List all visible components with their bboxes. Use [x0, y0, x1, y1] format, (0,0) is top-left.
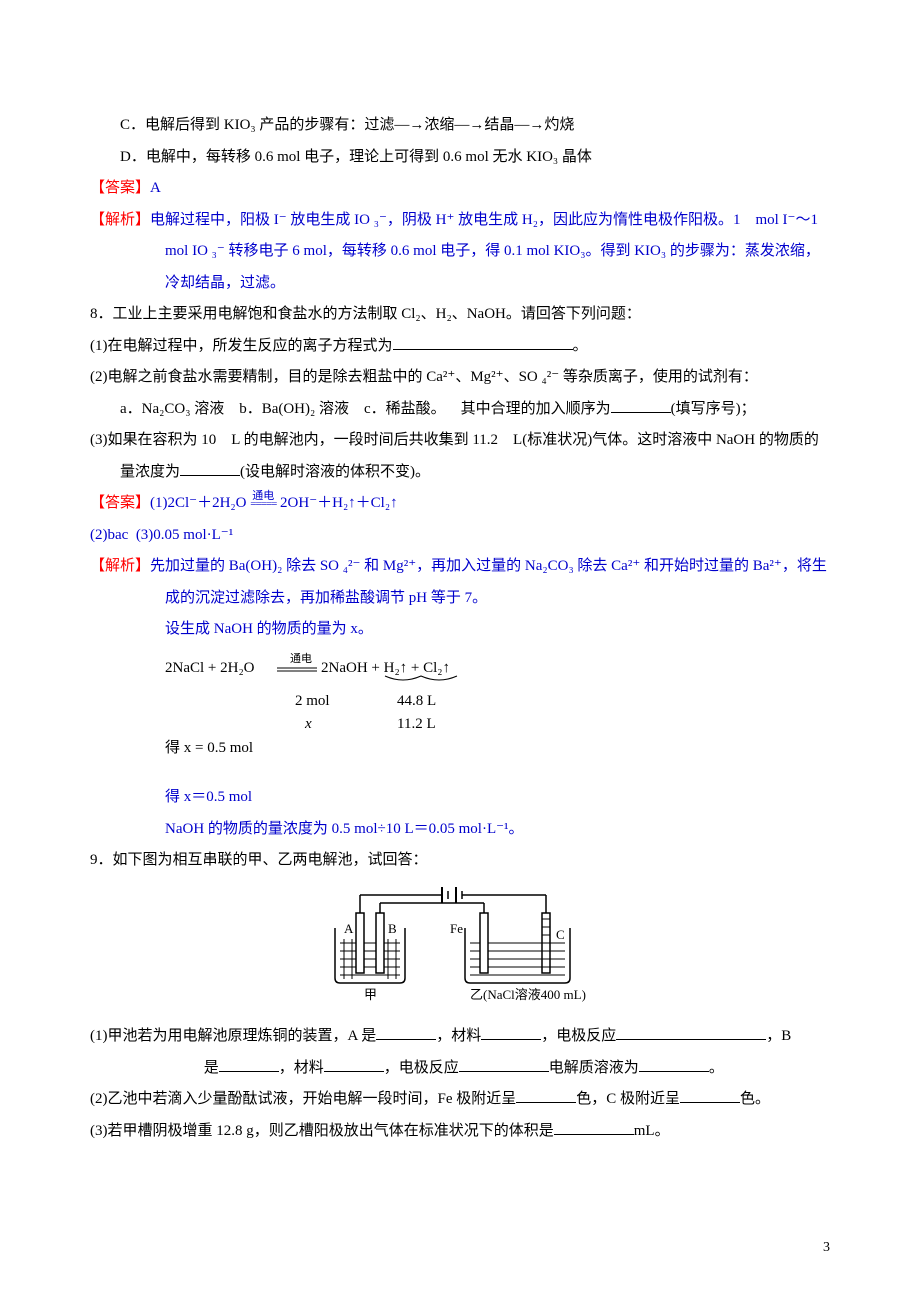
q8-part1: (1)在电解过程中，所发生反应的离子方程式为 。 [90, 331, 830, 363]
solution-7-text: 电解过程中，阳极 I⁻ 放电生成 IO ₃⁻，阴极 H⁺ 放电生成 H₂，因此应… [150, 212, 820, 291]
q9-diagram: A B Fe C 甲 乙(NaCl溶液400 mL) [90, 883, 830, 1016]
q8-part3: (3)如果在容积为 10 L 的电解池内，一段时间后共收集到 11.2 L(标准… [90, 425, 830, 488]
q9-2c: 色。 [740, 1091, 770, 1107]
q9-1a: (1)甲池若为用电解池原理炼铜的装置，A 是 [90, 1028, 376, 1044]
answer-7: 【答案】A [90, 173, 830, 205]
eq-over: 通电 [290, 652, 312, 665]
q9-1c: ，电极反应 [541, 1028, 616, 1044]
blank [459, 1056, 549, 1072]
q9-part1: (1)甲池若为用电解池原理炼铜的装置，A 是 ，材料 ，电极反应 ，B 是 ，材料 ，电极… [90, 1021, 830, 1084]
blank [639, 1056, 709, 1072]
q8-2a: (2)电解之前食盐水需要精制，目的是除去粗盐中的 Ca²⁺、Mg²⁺、SO ₄²… [90, 369, 758, 385]
blank [376, 1024, 436, 1040]
eq-lhs: 2NaCl + 2H₂O [165, 660, 255, 676]
arrow-eq-icon: ===== [250, 502, 276, 508]
q9-1d: ，B [766, 1028, 791, 1044]
option-d: D．电解中，每转移 0.6 mol 电子，理论上可得到 0.6 mol 无水 K… [90, 142, 830, 174]
blank [324, 1056, 384, 1072]
q9-1b: ，材料 [436, 1028, 481, 1044]
q9-3a: (3)若甲槽阴极增重 12.8 g，则乙槽阳极放出气体在标准状况下的体积是 [90, 1123, 554, 1139]
page-root: C．电解后得到 KIO₃ 产品的步骤有：过滤—→浓缩—→结晶—→灼烧 D．电解中… [0, 0, 920, 1302]
solution-7: 【解析】电解过程中，阳极 I⁻ 放电生成 IO ₃⁻，阴极 H⁺ 放电生成 H₂… [90, 205, 830, 300]
q9-1e: 是 [204, 1060, 219, 1076]
q8-1b: 。 [573, 338, 588, 354]
blank [219, 1056, 279, 1072]
answer-label: 【答案】 [90, 180, 150, 196]
answer-8-line1: 【答案】(1)2Cl⁻＋2H₂O 通电 ===== 2OH⁻＋H₂↑＋Cl₂↑ [90, 488, 830, 520]
equation-block: 2NaCl + 2H₂O 通电 2NaOH + H₂↑ + Cl₂↑ 2 mol… [90, 650, 830, 773]
blank [611, 397, 671, 413]
q9-2a: (2)乙池中若滴入少量酚酞试液，开始电解一段时间，Fe 极附近呈 [90, 1091, 516, 1107]
lbl-C: C [556, 927, 565, 942]
q9-2b: 色，C 极附近呈 [576, 1091, 680, 1107]
option-c: C．电解后得到 KIO₃ 产品的步骤有：过滤—→浓缩—→结晶—→灼烧 [90, 110, 830, 142]
solution-label: 【解析】 [90, 558, 150, 574]
eq-r2b: 44.8 L [397, 693, 436, 709]
eq-r3b: 11.2 L [397, 716, 436, 732]
q9-1h: 电解质溶液为 [549, 1060, 639, 1076]
lbl-jia: 甲 [364, 987, 377, 1002]
eq-rhs: 2NaOH + H₂↑ + Cl₂↑ [321, 660, 450, 676]
q9-3b: mL。 [634, 1123, 670, 1139]
sol8b-text: 设生成 NaOH 的物质的量为 x。 [90, 614, 830, 646]
q9-part3: (3)若甲槽阴极增重 12.8 g，则乙槽阳极放出气体在标准状况下的体积是 mL。 [90, 1116, 830, 1148]
q8-part2-line2: a．Na₂CO₃ 溶液 b．Ba(OH)₂ 溶液 c．稀盐酸。 其中合理的加入顺… [90, 394, 830, 426]
solution-8a: 【解析】先加过量的 Ba(OH)₂ 除去 SO ₄²⁻ 和 Mg²⁺，再加入过量… [90, 551, 830, 614]
page-number: 3 [823, 1233, 830, 1262]
lbl-A: A [344, 921, 354, 936]
ans8-1b: 2OH⁻＋H₂↑＋Cl₂↑ [280, 495, 398, 511]
sol8c-text: 得 x＝0.5 mol [90, 782, 830, 814]
ans8-3: (3)0.05 mol·L⁻¹ [136, 527, 233, 543]
blank [180, 460, 240, 476]
answer-7-value: A [150, 180, 161, 196]
eq-r3a: x [304, 716, 312, 732]
sol8a-text: 先加过量的 Ba(OH)₂ 除去 SO ₄²⁻ 和 Mg²⁺，再加入过量的 Na… [150, 558, 827, 606]
q9-1f: ，材料 [279, 1060, 324, 1076]
solution-label: 【解析】 [90, 212, 150, 228]
ans8-1a: (1)2Cl⁻＋2H₂O [150, 495, 246, 511]
blank [554, 1119, 634, 1135]
q9-1g: ，电极反应 [384, 1060, 459, 1076]
arrow-over: 通电 ===== [250, 491, 276, 508]
q8-2c: (填写序号)； [671, 401, 756, 417]
lbl-Fe: Fe [450, 921, 463, 936]
ans8-2: (2)bac [90, 527, 128, 543]
answer-8-line2: (2)bac (3)0.05 mol·L⁻¹ [90, 520, 830, 552]
q8-part2: (2)电解之前食盐水需要精制，目的是除去粗盐中的 Ca²⁺、Mg²⁺、SO ₄²… [90, 362, 830, 394]
blank [481, 1024, 541, 1040]
q8-2b: a．Na₂CO₃ 溶液 b．Ba(OH)₂ 溶液 c．稀盐酸。 其中合理的加入顺… [120, 401, 611, 417]
q9-1i: 。 [709, 1060, 724, 1076]
q8-3b: (设电解时溶液的体积不变)。 [240, 464, 430, 480]
lbl-B: B [388, 921, 397, 936]
blank [616, 1024, 766, 1040]
lbl-yi: 乙(NaCl溶液400 mL) [470, 987, 586, 1002]
blank [680, 1087, 740, 1103]
answer-label: 【答案】 [90, 495, 150, 511]
blank [393, 334, 573, 350]
sol8d-text: NaOH 的物质的量浓度为 0.5 mol÷10 L＝0.05 mol·L⁻¹。 [90, 814, 830, 846]
equation-svg: 2NaCl + 2H₂O 通电 2NaOH + H₂↑ + Cl₂↑ 2 mol… [165, 650, 495, 760]
eq-r4: 得 x = 0.5 mol [165, 739, 253, 756]
q9-part2: (2)乙池中若滴入少量酚酞试液，开始电解一段时间，Fe 极附近呈 色，C 极附近呈… [90, 1084, 830, 1116]
q8-stem: 8．工业上主要采用电解饱和食盐水的方法制取 Cl₂、H₂、NaOH。请回答下列问… [90, 299, 830, 331]
diagram-svg: A B Fe C 甲 乙(NaCl溶液400 mL) [320, 883, 600, 1003]
q9-stem: 9．如下图为相互串联的甲、乙两电解池，试回答： [90, 845, 830, 877]
q8-1a: (1)在电解过程中，所发生反应的离子方程式为 [90, 338, 393, 354]
blank [516, 1087, 576, 1103]
eq-r2a: 2 mol [295, 693, 330, 709]
